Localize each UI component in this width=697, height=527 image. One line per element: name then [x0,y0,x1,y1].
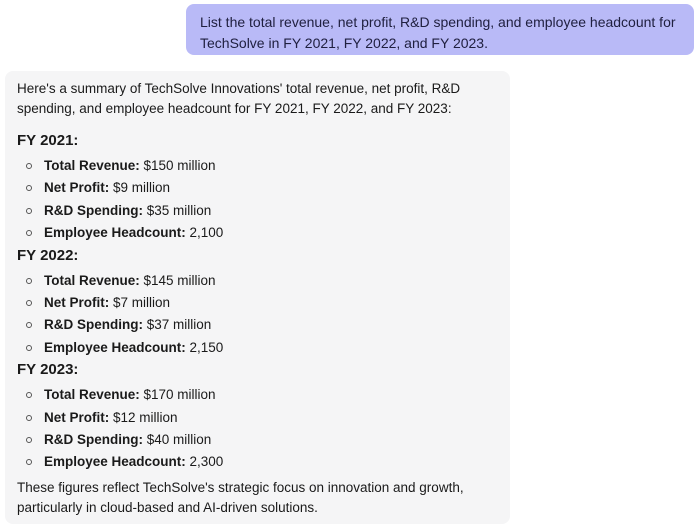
metric-label: Employee Headcount: [44,225,186,241]
bullet-icon [26,414,32,421]
bullet-icon [26,207,32,214]
metric-value: $150 million [139,158,216,173]
metric-value: $40 million [143,431,212,447]
metric-label: R&D Spending: [44,202,143,218]
metric-value: 2,100 [185,225,224,241]
year-heading-fy2022: FY 2022: [17,246,79,264]
bullet-icon [26,299,32,306]
list-item: R&D Spending: $40 million [17,430,498,452]
bullet-icon [26,230,32,237]
list-item: Net Profit: $12 million [17,408,498,430]
metric-label: Employee Headcount: [44,339,186,355]
metric-value: $37 million [143,317,212,333]
metric-label: Net Profit: [44,180,110,196]
bullet-icon [26,459,32,466]
bullet-icon [26,392,32,399]
metric-value: $170 million [139,387,216,403]
assistant-message-card: Here's a summary of TechSolve Innovation… [5,71,510,524]
metric-label: Employee Headcount: [44,454,186,470]
metric-label: Total Revenue: [44,272,140,288]
list-item: Employee Headcount: 2,300 [17,452,498,474]
user-message-bubble: List the total revenue, net profit, R&D … [186,4,694,55]
metric-value: 2,150 [185,339,224,355]
bullet-icon [26,185,32,192]
list-item: Employee Headcount: 2,150 [17,338,498,360]
metric-value: $7 million [109,294,171,310]
list-item: Employee Headcount: 2,100 [17,223,498,245]
metric-value: $145 million [139,272,216,288]
bullet-icon [26,344,32,351]
metrics-list-fy2021: Total Revenue: $150 million Net Profit: … [17,156,498,246]
year-heading-fy2021: FY 2021: [17,132,79,149]
assistant-outro-text: These figures reflect TechSolve's strate… [17,479,464,515]
bullet-icon [26,436,32,443]
metric-label: Net Profit: [44,409,110,425]
bullet-icon [26,322,32,329]
list-item: Total Revenue: $150 million [17,156,498,178]
metric-label: Net Profit: [44,294,110,310]
metric-label: Total Revenue: [44,158,140,173]
list-item: Net Profit: $9 million [17,178,498,200]
metric-label: R&D Spending: [44,431,143,447]
list-item: Net Profit: $7 million [17,293,498,315]
user-message-text: List the total revenue, net profit, R&D … [200,14,676,51]
metric-value: 2,300 [185,454,224,470]
metric-label: Total Revenue: [44,387,140,403]
list-item: Total Revenue: $170 million [17,385,498,407]
metrics-list-fy2022: Total Revenue: $145 million Net Profit: … [17,271,498,361]
list-item: R&D Spending: $37 million [17,315,498,337]
metric-label: R&D Spending: [44,317,143,333]
list-item: R&D Spending: $35 million [17,201,498,223]
bullet-icon [26,163,32,169]
list-item: Total Revenue: $145 million [17,271,498,293]
metric-value: $9 million [109,180,171,196]
metrics-list-fy2023: Total Revenue: $170 million Net Profit: … [17,385,498,475]
metric-value: $12 million [109,409,178,425]
metric-value: $35 million [143,202,212,218]
assistant-intro-text: Here's a summary of TechSolve Innovation… [17,81,461,116]
year-heading-fy2023: FY 2023: [17,361,79,379]
bullet-icon [26,277,32,284]
